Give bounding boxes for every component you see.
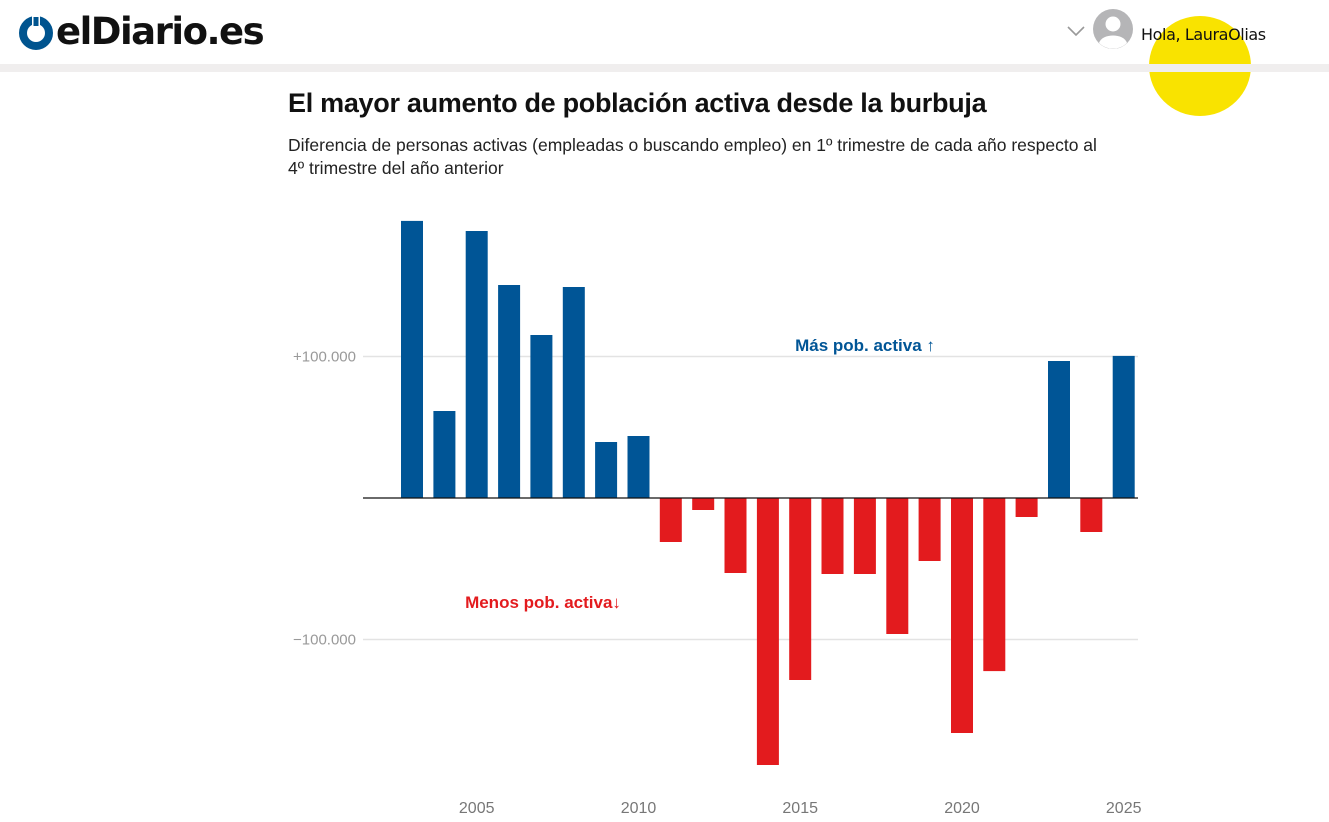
annotation-less-active: Menos pob. activa↓: [465, 593, 621, 612]
bars: [401, 220, 1135, 765]
bar-2008[interactable]: [562, 287, 585, 498]
x-tick-label: 2015: [782, 800, 818, 817]
bar-2025[interactable]: [1112, 355, 1135, 498]
x-tick-label: 2005: [459, 800, 495, 817]
bar-2011[interactable]: [659, 498, 682, 542]
bar-2010[interactable]: [627, 436, 650, 498]
site-logo[interactable]: elDiario.es: [18, 10, 265, 54]
x-tick-label: 2025: [1106, 800, 1142, 817]
x-tick-label: 2020: [944, 800, 980, 817]
bar-2005[interactable]: [465, 231, 488, 498]
y-tick-label: −100.000: [293, 632, 356, 649]
chevron-down-icon[interactable]: [1066, 24, 1086, 38]
site-header: elDiario.es Hola, LauraOlias: [0, 0, 1329, 116]
chart-subtitle: Diferencia de personas activas (empleada…: [288, 135, 1097, 178]
bar-2021[interactable]: [983, 498, 1006, 672]
bar-2024[interactable]: [1080, 498, 1103, 532]
bar-2017[interactable]: [853, 498, 876, 574]
x-tick-label: 2010: [621, 800, 657, 817]
bar-2009[interactable]: [595, 442, 618, 498]
bar-2012[interactable]: [692, 498, 715, 510]
bar-2004[interactable]: [433, 411, 456, 498]
gridlines: [363, 355, 1138, 641]
bar-2013[interactable]: [724, 498, 747, 573]
bar-2019[interactable]: [918, 498, 941, 561]
eldiario-logo-icon: [19, 16, 53, 50]
y-tick-label: +100.000: [293, 349, 356, 366]
bar-2003[interactable]: [401, 220, 423, 498]
bar-2006[interactable]: [498, 285, 521, 498]
bar-2018[interactable]: [886, 498, 909, 634]
bar-2015[interactable]: [789, 498, 812, 680]
bar-2007[interactable]: [530, 335, 553, 498]
bar-2022[interactable]: [1015, 498, 1038, 517]
bar-2016[interactable]: [821, 498, 844, 574]
bar-2020[interactable]: [951, 498, 973, 733]
logo-text: elDiario.es: [56, 10, 265, 53]
bar-2023[interactable]: [1048, 361, 1070, 498]
user-avatar-icon[interactable]: [1093, 9, 1133, 49]
chart-title: El mayor aumento de población activa des…: [288, 88, 987, 118]
annotation-more-active: Más pob. activa ↑: [795, 336, 935, 355]
user-greeting[interactable]: Hola, LauraOlias: [1141, 25, 1266, 44]
header-divider: [0, 64, 1329, 72]
labels: +100.000 −100.000 2005 2010 2015 2020 2025 Más …: [293, 336, 1142, 817]
bar-2014[interactable]: [756, 498, 779, 765]
